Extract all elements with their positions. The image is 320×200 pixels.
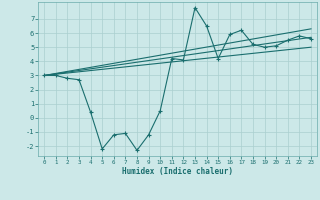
X-axis label: Humidex (Indice chaleur): Humidex (Indice chaleur) [122,167,233,176]
